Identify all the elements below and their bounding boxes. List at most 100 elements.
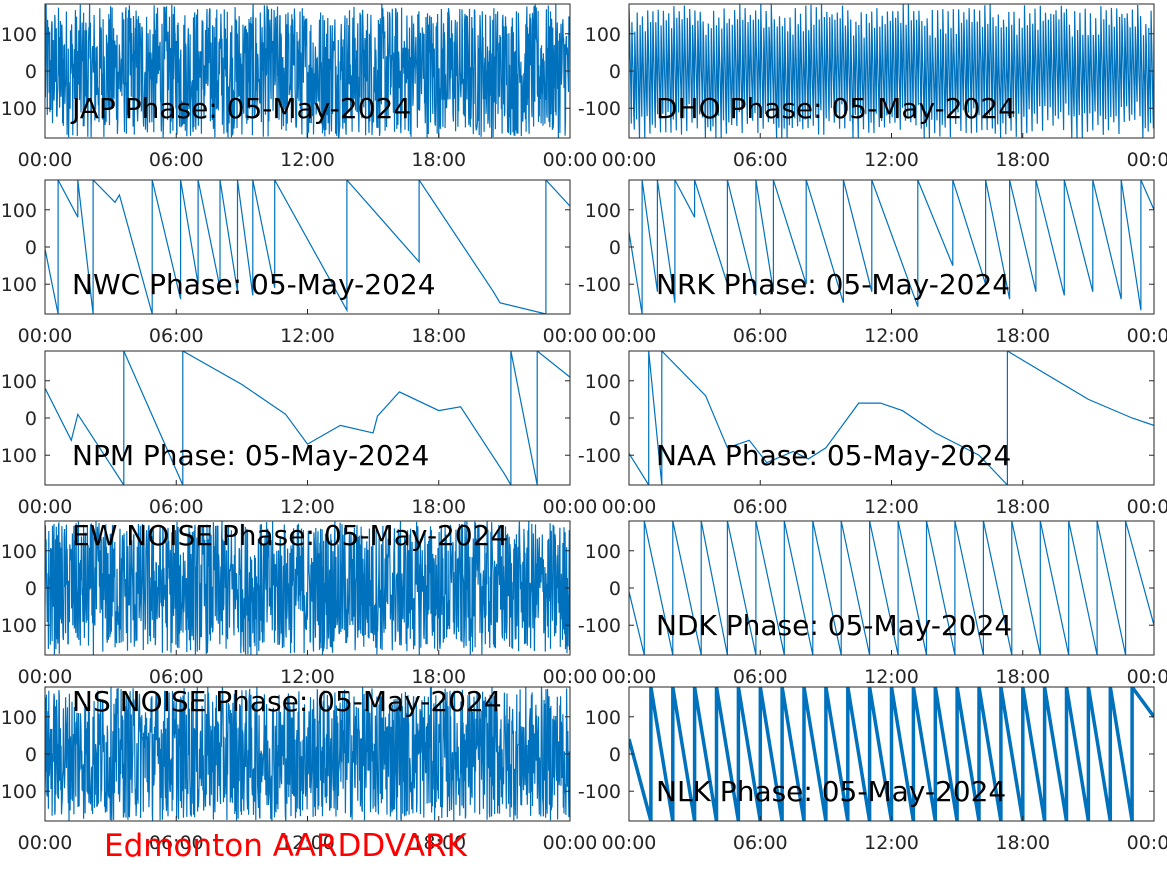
panel-3: 100 0 100 00:00 06:00 12:00 18:00 00:00 NWC Phas…	[1, 179, 598, 347]
x-tick-label: 00:00	[1127, 496, 1167, 518]
y-tick-label: 0	[25, 578, 37, 600]
panel-5: 100 0 100 00:00 06:00 12:00 18:00 00:00 NPM Phas…	[1, 350, 598, 518]
x-tick-label: 00:00	[602, 325, 657, 347]
x-tick-label: 00:00	[543, 832, 598, 854]
x-tick-label: 00:00	[543, 325, 598, 347]
y-tick-label: 100	[585, 24, 621, 46]
y-tick-label: 0	[25, 237, 37, 259]
x-tick-label: 00:00	[602, 149, 657, 171]
y-tick-label: 100	[1, 615, 37, 637]
y-tick-label: 100	[1, 707, 37, 729]
x-tick-label: 06:00	[733, 149, 788, 171]
panel-9: 100 0 100 00:00 06:00 12:00 18:00 00:00 NS NOISE…	[1, 685, 598, 854]
series-line	[45, 521, 570, 655]
panel-6: 100 0 -100 00:00 06:00 12:00 18:00 00:00 NAA Pha…	[578, 350, 1167, 518]
x-tick-label: 12:00	[864, 832, 919, 854]
x-tick-label: 00:00	[1127, 832, 1167, 854]
footer-label: Edmonton AARDDVARK	[104, 828, 468, 864]
x-tick-label: 18:00	[411, 832, 466, 854]
x-tick-label: 12:00	[864, 149, 919, 171]
y-tick-label: 100	[1, 98, 37, 120]
y-tick-label: 100	[585, 707, 621, 729]
panel-title: DHO Phase: 05-May-2024	[656, 92, 1016, 125]
y-tick-label: -100	[578, 274, 621, 296]
x-tick-label: 12:00	[864, 496, 919, 518]
x-tick-label: 18:00	[995, 666, 1050, 688]
x-tick-label: 18:00	[995, 496, 1050, 518]
panel-4: 100 0 -100 00:00 06:00 12:00 18:00 00:00 NRK Pha…	[578, 179, 1167, 347]
y-tick-label: 0	[25, 61, 37, 83]
x-tick-label: 18:00	[411, 149, 466, 171]
x-tick-label: 06:00	[733, 832, 788, 854]
x-tick-label: 06:00	[149, 149, 204, 171]
panel-title: NRK Phase: 05-May-2024	[656, 268, 1010, 301]
y-tick-label: 100	[1, 274, 37, 296]
panel-title: NAA Phase: 05-May-2024	[656, 439, 1011, 472]
y-tick-label: 0	[609, 744, 621, 766]
x-tick-label: 06:00	[149, 325, 204, 347]
y-tick-label: 100	[1, 781, 37, 803]
series-line	[629, 521, 1154, 655]
y-tick-label: 100	[1, 371, 37, 393]
y-tick-label: 100	[1, 541, 37, 563]
x-tick-label: 06:00	[733, 496, 788, 518]
x-tick-label: 06:00	[733, 325, 788, 347]
panel-7: 100 0 100 00:00 06:00 12:00 18:00 00:00 EW NOISE…	[1, 519, 598, 688]
y-tick-label: 0	[609, 408, 621, 430]
y-tick-label: 0	[25, 408, 37, 430]
x-tick-label: 12:00	[864, 325, 919, 347]
x-tick-label: 00:00	[543, 149, 598, 171]
y-tick-label: 100	[585, 541, 621, 563]
panel-10: 100 0 -100 00:00 06:00 12:00 18:00 00:00 NLK Pha…	[578, 686, 1167, 854]
x-tick-label: 06:00	[149, 666, 204, 688]
x-tick-label: 00:00	[1127, 325, 1167, 347]
x-tick-label: 00:00	[18, 832, 73, 854]
x-tick-label: 00:00	[1127, 149, 1167, 171]
x-tick-label: 00:00	[18, 666, 73, 688]
y-tick-label: 0	[609, 237, 621, 259]
y-tick-label: 0	[25, 744, 37, 766]
x-tick-label: 00:00	[18, 325, 73, 347]
x-tick-label: 18:00	[411, 666, 466, 688]
x-tick-label: 06:00	[733, 666, 788, 688]
x-tick-label: 12:00	[280, 832, 335, 854]
series-line	[629, 351, 1154, 485]
y-tick-label: -100	[578, 781, 621, 803]
x-tick-label: 00:00	[18, 496, 73, 518]
panel-title: NDK Phase: 05-May-2024	[656, 609, 1012, 642]
x-tick-label: 06:00	[149, 496, 204, 518]
x-tick-label: 12:00	[280, 666, 335, 688]
x-tick-label: 18:00	[411, 496, 466, 518]
series-line	[629, 687, 1154, 821]
y-tick-label: 0	[609, 61, 621, 83]
x-tick-label: 12:00	[280, 149, 335, 171]
panel-1: 100 0 100 00:00 06:00 12:00 18:00 00:00 JAP Phas…	[1, 3, 598, 171]
y-tick-label: 100	[1, 445, 37, 467]
x-tick-label: 18:00	[411, 325, 466, 347]
panel-title: JAP Phase: 05-May-2024	[70, 92, 411, 125]
y-tick-label: -100	[578, 445, 621, 467]
y-tick-label: -100	[578, 98, 621, 120]
x-tick-label: 00:00	[1127, 666, 1167, 688]
x-tick-label: 18:00	[995, 149, 1050, 171]
x-tick-label: 00:00	[602, 832, 657, 854]
x-tick-label: 12:00	[280, 325, 335, 347]
x-tick-label: 18:00	[995, 325, 1050, 347]
panel-2: 100 0 -100 00:00 06:00 12:00 18:00 00:00 DHO Pha…	[578, 3, 1167, 171]
y-tick-label: 100	[1, 200, 37, 222]
series-line	[629, 4, 1154, 138]
y-tick-label: 0	[609, 578, 621, 600]
x-tick-label: 12:00	[864, 666, 919, 688]
series-line	[629, 180, 1154, 314]
x-tick-label: 00:00	[602, 496, 657, 518]
x-tick-label: 06:00	[149, 832, 204, 854]
panel-title: NLK Phase: 05-May-2024	[656, 775, 1006, 808]
series-line	[45, 687, 570, 821]
panel-title: EW NOISE Phase: 05-May-2024	[72, 519, 508, 552]
y-tick-label: 100	[585, 371, 621, 393]
series-line	[45, 351, 570, 485]
panel-8: 100 0 -100 00:00 06:00 12:00 18:00 00:00 NDK Pha…	[578, 520, 1167, 688]
x-tick-label: 00:00	[543, 496, 598, 518]
panel-title: NS NOISE Phase: 05-May-2024	[72, 685, 502, 718]
